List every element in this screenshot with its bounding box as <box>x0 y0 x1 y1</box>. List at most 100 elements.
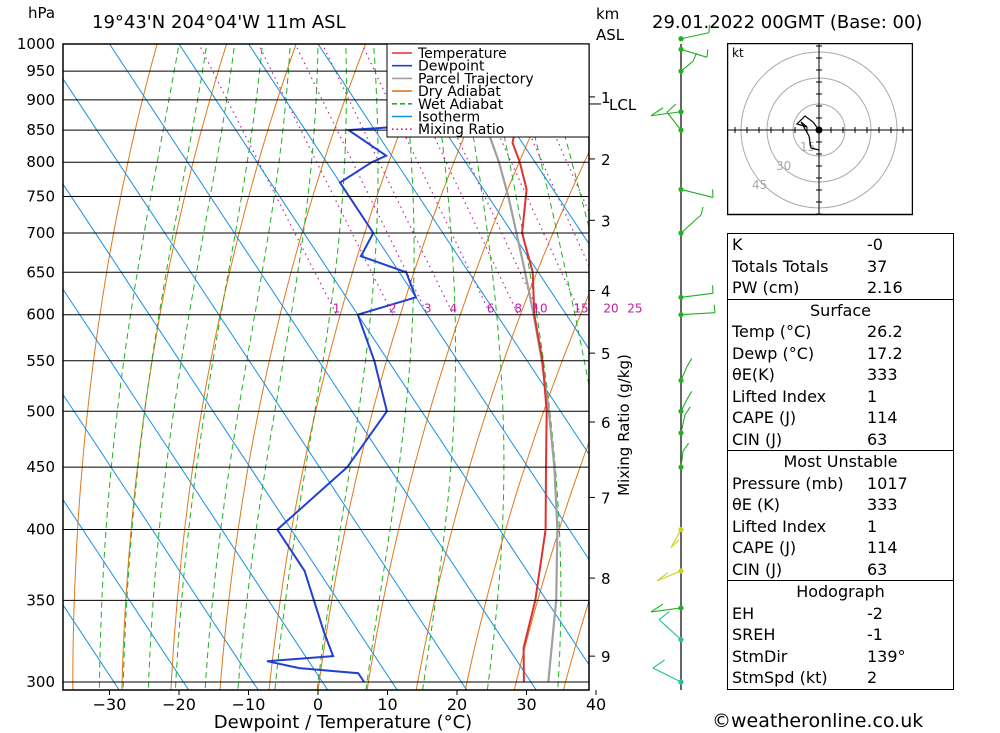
isotherm-line <box>317 44 589 456</box>
row-value: 63 <box>867 559 888 579</box>
pressure-tick-label: 600 <box>26 306 55 324</box>
wind-barb-flag <box>700 206 704 216</box>
height-tick-label: 5 <box>601 345 611 363</box>
row-label: CIN (J) <box>732 429 783 449</box>
row-value: 114 <box>867 538 898 557</box>
row-value: 333 <box>867 365 898 384</box>
height-tick-label: 7 <box>601 489 611 507</box>
wet-adiabat-line <box>122 44 208 690</box>
pressure-tick-label: 550 <box>26 352 55 370</box>
table-row: CAPE (J) 114 <box>728 537 953 559</box>
wind-barb-flag <box>670 539 680 548</box>
row-label: SREH <box>732 625 776 644</box>
height-unit-km: km <box>596 5 620 23</box>
wind-barb <box>650 111 682 117</box>
row-label: Lifted Index <box>732 386 827 406</box>
table-row: θE (K) 333 <box>728 494 953 516</box>
wind-barb-flag <box>666 103 677 113</box>
wind-barb-flag <box>652 659 665 669</box>
hodo-unit-label: kt <box>732 46 744 60</box>
legend-label: Mixing Ratio <box>418 122 504 138</box>
dry-adiabat-line <box>951 18 1000 700</box>
legend-label: Parcel Trajectory <box>418 71 534 87</box>
row-label: Pressure (mb) <box>732 473 844 493</box>
most-unstable-title: Most Unstable <box>783 452 898 471</box>
wind-barb-flag <box>650 107 664 117</box>
table-row: K -0 <box>728 234 953 256</box>
parcel-trajectory-series <box>475 44 559 683</box>
row-value: 1 <box>867 386 878 406</box>
row-value: 2.16 <box>867 278 903 297</box>
wet-adiabat-line <box>422 44 456 690</box>
table-row: PW (cm) 2.16 <box>728 277 953 299</box>
height-tick-label: 6 <box>601 414 611 432</box>
pressure-tick-label: 850 <box>26 121 55 139</box>
row-value: -2 <box>867 603 883 623</box>
pressure-tick-label: 900 <box>26 91 55 109</box>
wind-barb <box>680 214 702 234</box>
wind-barb-flag <box>686 391 693 400</box>
row-label: Lifted Index <box>732 516 827 536</box>
wet-adiabat-line <box>237 44 319 690</box>
table-row: Totals Totals 37 <box>728 256 953 278</box>
row-label: Dewp (°C) <box>732 343 815 363</box>
table-row: θE(K) 333 <box>728 364 953 386</box>
x-tick-label: 40 <box>586 695 606 714</box>
wind-barb <box>680 188 714 198</box>
wind-barb <box>680 414 686 434</box>
row-label: StmDir <box>732 646 788 666</box>
row-label: CAPE (J) <box>732 408 797 427</box>
row-value: 26.2 <box>867 322 903 341</box>
datetime-title: 29.01.2022 00GMT (Base: 00) <box>652 12 923 33</box>
x-tick-label: −20 <box>162 695 196 714</box>
mixing-ratio-line <box>257 44 394 315</box>
row-value: 2 <box>867 668 878 687</box>
row-label: Totals Totals <box>732 256 829 276</box>
isotherm-line <box>247 44 589 561</box>
x-axis-label: Dewpoint / Temperature (°C) <box>214 712 472 733</box>
dry-adiabat-line <box>170 44 297 690</box>
pressure-tick-label: 750 <box>26 187 55 205</box>
wind-barb-flag <box>656 572 669 582</box>
pressure-tick-label: 650 <box>26 263 55 281</box>
wind-barb <box>656 570 682 582</box>
height-tick-label: 1 <box>601 89 611 107</box>
wind-barb <box>680 60 694 72</box>
mixing-ratio-label: 15 <box>573 302 588 316</box>
row-value: 333 <box>867 495 898 514</box>
mixing-ratio-label: 8 <box>514 302 522 316</box>
mixing-ratio-line <box>390 44 519 315</box>
wind-barb <box>680 312 716 316</box>
row-value: -1 <box>867 625 883 644</box>
hodo-storm-motion-dot <box>815 126 823 134</box>
copyright-footer: ©weatheronline.co.uk <box>712 710 924 732</box>
wet-adiabat-line <box>456 44 505 690</box>
wind-barb-flag <box>713 304 716 313</box>
wind-barb <box>670 529 682 548</box>
pressure-tick-label: 1000 <box>17 35 55 53</box>
row-label: CAPE (J) <box>732 538 797 557</box>
mixing-ratio-line <box>361 44 492 315</box>
wind-barb <box>680 292 714 298</box>
wind-barb <box>680 48 708 58</box>
wind-barb-flag <box>682 442 690 452</box>
hodo-ring-label: 30 <box>776 159 791 173</box>
height-tick-label: 2 <box>601 151 611 169</box>
row-label: StmSpd (kt) <box>732 668 828 687</box>
isotherm-line <box>108 44 537 690</box>
x-tick-label: −30 <box>93 695 127 714</box>
row-value: 63 <box>867 429 888 449</box>
mixing-ratio-line <box>198 44 338 315</box>
hodo-ring-label: 15 <box>800 140 815 154</box>
row-label: K <box>732 235 743 254</box>
hodo-trace <box>795 115 820 151</box>
wind-barb <box>650 607 682 613</box>
isotherm-line <box>63 77 468 690</box>
wind-barb-flag <box>706 49 709 58</box>
x-tick-label: 20 <box>447 695 467 714</box>
pressure-tick-label: 950 <box>26 62 55 80</box>
x-tick-label: 30 <box>516 695 536 714</box>
legend-label: Dewpoint <box>418 59 485 75</box>
